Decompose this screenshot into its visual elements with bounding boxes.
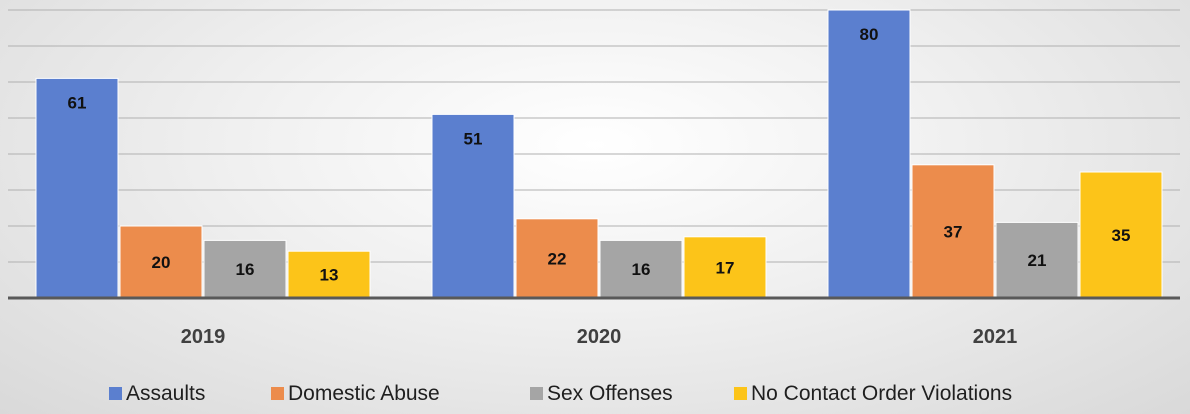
data-label: 20	[152, 253, 171, 272]
bar-assaults-2019	[35, 77, 119, 299]
legend-label-domestic-abuse: Domestic Abuse	[288, 382, 440, 405]
bar-sex-offenses-2020	[599, 239, 683, 299]
legend-swatch-sex-offenses	[530, 387, 543, 400]
legend-label-assaults: Assaults	[126, 382, 205, 405]
data-label: 80	[860, 25, 879, 44]
bar-domestic-abuse-2020	[515, 218, 599, 299]
data-label: 61	[68, 93, 87, 112]
data-label: 16	[236, 260, 255, 279]
bars: 61 20 16 13 51 22 16 17 80 37 21 35	[35, 9, 1163, 299]
bar-assaults-2020	[431, 113, 515, 299]
bar-sex-offenses-2021	[995, 221, 1079, 299]
legend-swatch-no-contact-order-violations	[734, 387, 747, 400]
data-label: 21	[1028, 251, 1047, 270]
category-labels: 2019 2020 2021	[181, 326, 1018, 348]
data-label: 51	[464, 129, 483, 148]
data-label: 16	[632, 260, 651, 279]
data-label: 37	[944, 222, 963, 241]
category-label-2019: 2019	[181, 326, 226, 348]
bar-no-contact-order-violations-2021	[1079, 171, 1163, 299]
bar-sex-offenses-2019	[203, 239, 287, 299]
bar-no-contact-order-violations-2020	[683, 236, 767, 299]
data-label: 35	[1112, 226, 1131, 245]
legend: Assaults Domestic Abuse Sex Offenses No Con…	[109, 382, 1012, 405]
category-label-2020: 2020	[577, 326, 622, 348]
data-label: 22	[548, 249, 567, 268]
bar-domestic-abuse-2021	[911, 164, 995, 299]
bar-domestic-abuse-2019	[119, 225, 203, 299]
legend-swatch-domestic-abuse	[271, 387, 284, 400]
bar-assaults-2021	[827, 9, 911, 299]
category-label-2021: 2021	[973, 326, 1018, 348]
legend-label-no-contact-order-violations: No Contact Order Violations	[751, 382, 1012, 405]
gridlines	[8, 9, 1180, 263]
legend-label-sex-offenses: Sex Offenses	[547, 382, 673, 405]
data-label: 17	[716, 258, 735, 277]
data-label: 13	[320, 266, 339, 285]
legend-swatch-assaults	[109, 387, 122, 400]
